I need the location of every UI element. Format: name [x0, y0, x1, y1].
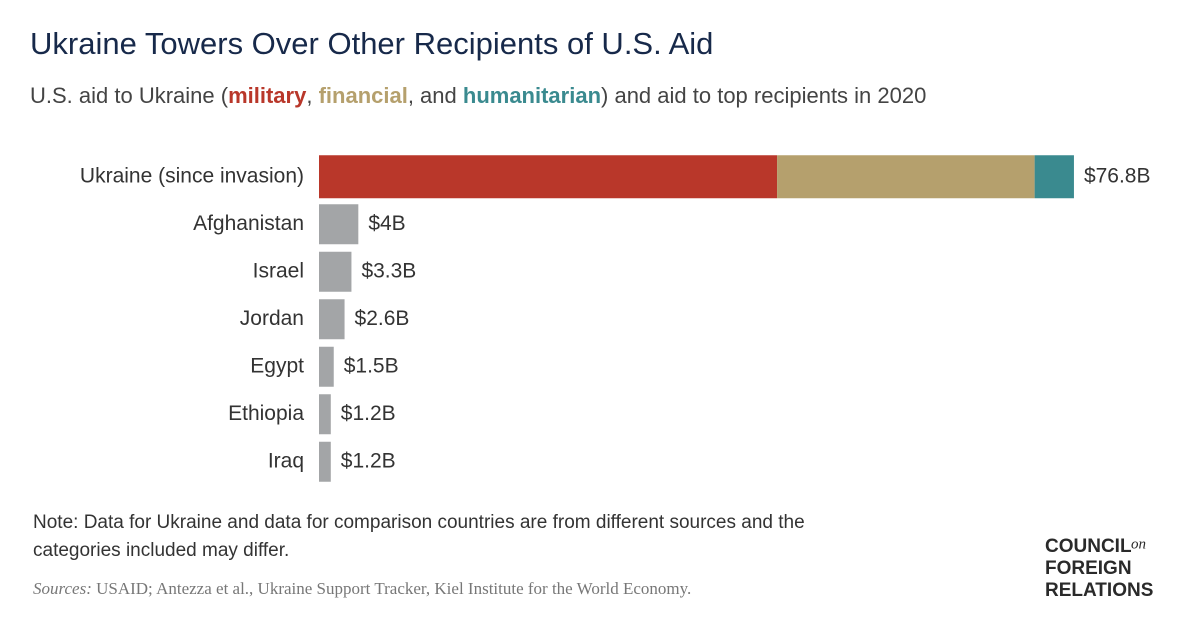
bar-segment	[319, 155, 778, 199]
sources-text: USAID; Antezza et al., Ukraine Support T…	[96, 579, 691, 598]
bar	[319, 204, 359, 245]
sources: Sources: USAID; Antezza et al., Ukraine …	[33, 579, 691, 598]
legend-label: humanitarian	[463, 83, 601, 108]
value-label: $1.2B	[341, 402, 396, 425]
bar	[319, 394, 331, 435]
value-label: $2.6B	[355, 307, 410, 330]
subtitle-text: ) and aid to top recipients in 2020	[601, 83, 926, 108]
category-label: Afghanistan	[193, 212, 304, 235]
value-label: $3.3B	[361, 259, 416, 282]
legend-label: financial	[319, 83, 408, 108]
logo: COUNCIL on FOREIGN RELATIONS	[1045, 536, 1153, 601]
category-label: Ethiopia	[228, 402, 304, 425]
category-label: Egypt	[250, 354, 304, 377]
logo-text: RELATIONS	[1045, 580, 1153, 601]
category-label: Ukraine (since invasion)	[80, 164, 304, 187]
chart-subtitle: U.S. aid to Ukraine (military, financial…	[30, 83, 926, 108]
sources-label: Sources:	[33, 579, 92, 598]
logo-text: COUNCIL	[1045, 536, 1132, 557]
category-label: Jordan	[240, 307, 304, 330]
note: categories included may differ.	[33, 540, 289, 561]
bar	[319, 441, 331, 482]
value-label: $1.5B	[344, 354, 399, 377]
value-label: $4B	[368, 212, 405, 235]
value-label: $76.8B	[1084, 164, 1151, 187]
chart-title: Ukraine Towers Over Other Recipients of …	[30, 26, 713, 61]
legend-label: military	[228, 83, 307, 108]
category-label: Iraq	[268, 449, 304, 472]
subtitle-text: U.S. aid to Ukraine (	[30, 83, 229, 108]
value-label: $1.2B	[341, 449, 396, 472]
subtitle-text: ,	[306, 83, 318, 108]
bar-segment	[777, 155, 1035, 199]
category-label: Israel	[253, 259, 304, 282]
bar	[319, 346, 334, 387]
note: Note: Data for Ukraine and data for comp…	[33, 512, 805, 533]
subtitle-text: , and	[408, 83, 463, 108]
logo-text: FOREIGN	[1045, 558, 1132, 579]
logo-text: on	[1131, 536, 1146, 552]
bar	[319, 251, 352, 292]
bar	[319, 299, 345, 340]
bar-segment	[1034, 155, 1074, 199]
